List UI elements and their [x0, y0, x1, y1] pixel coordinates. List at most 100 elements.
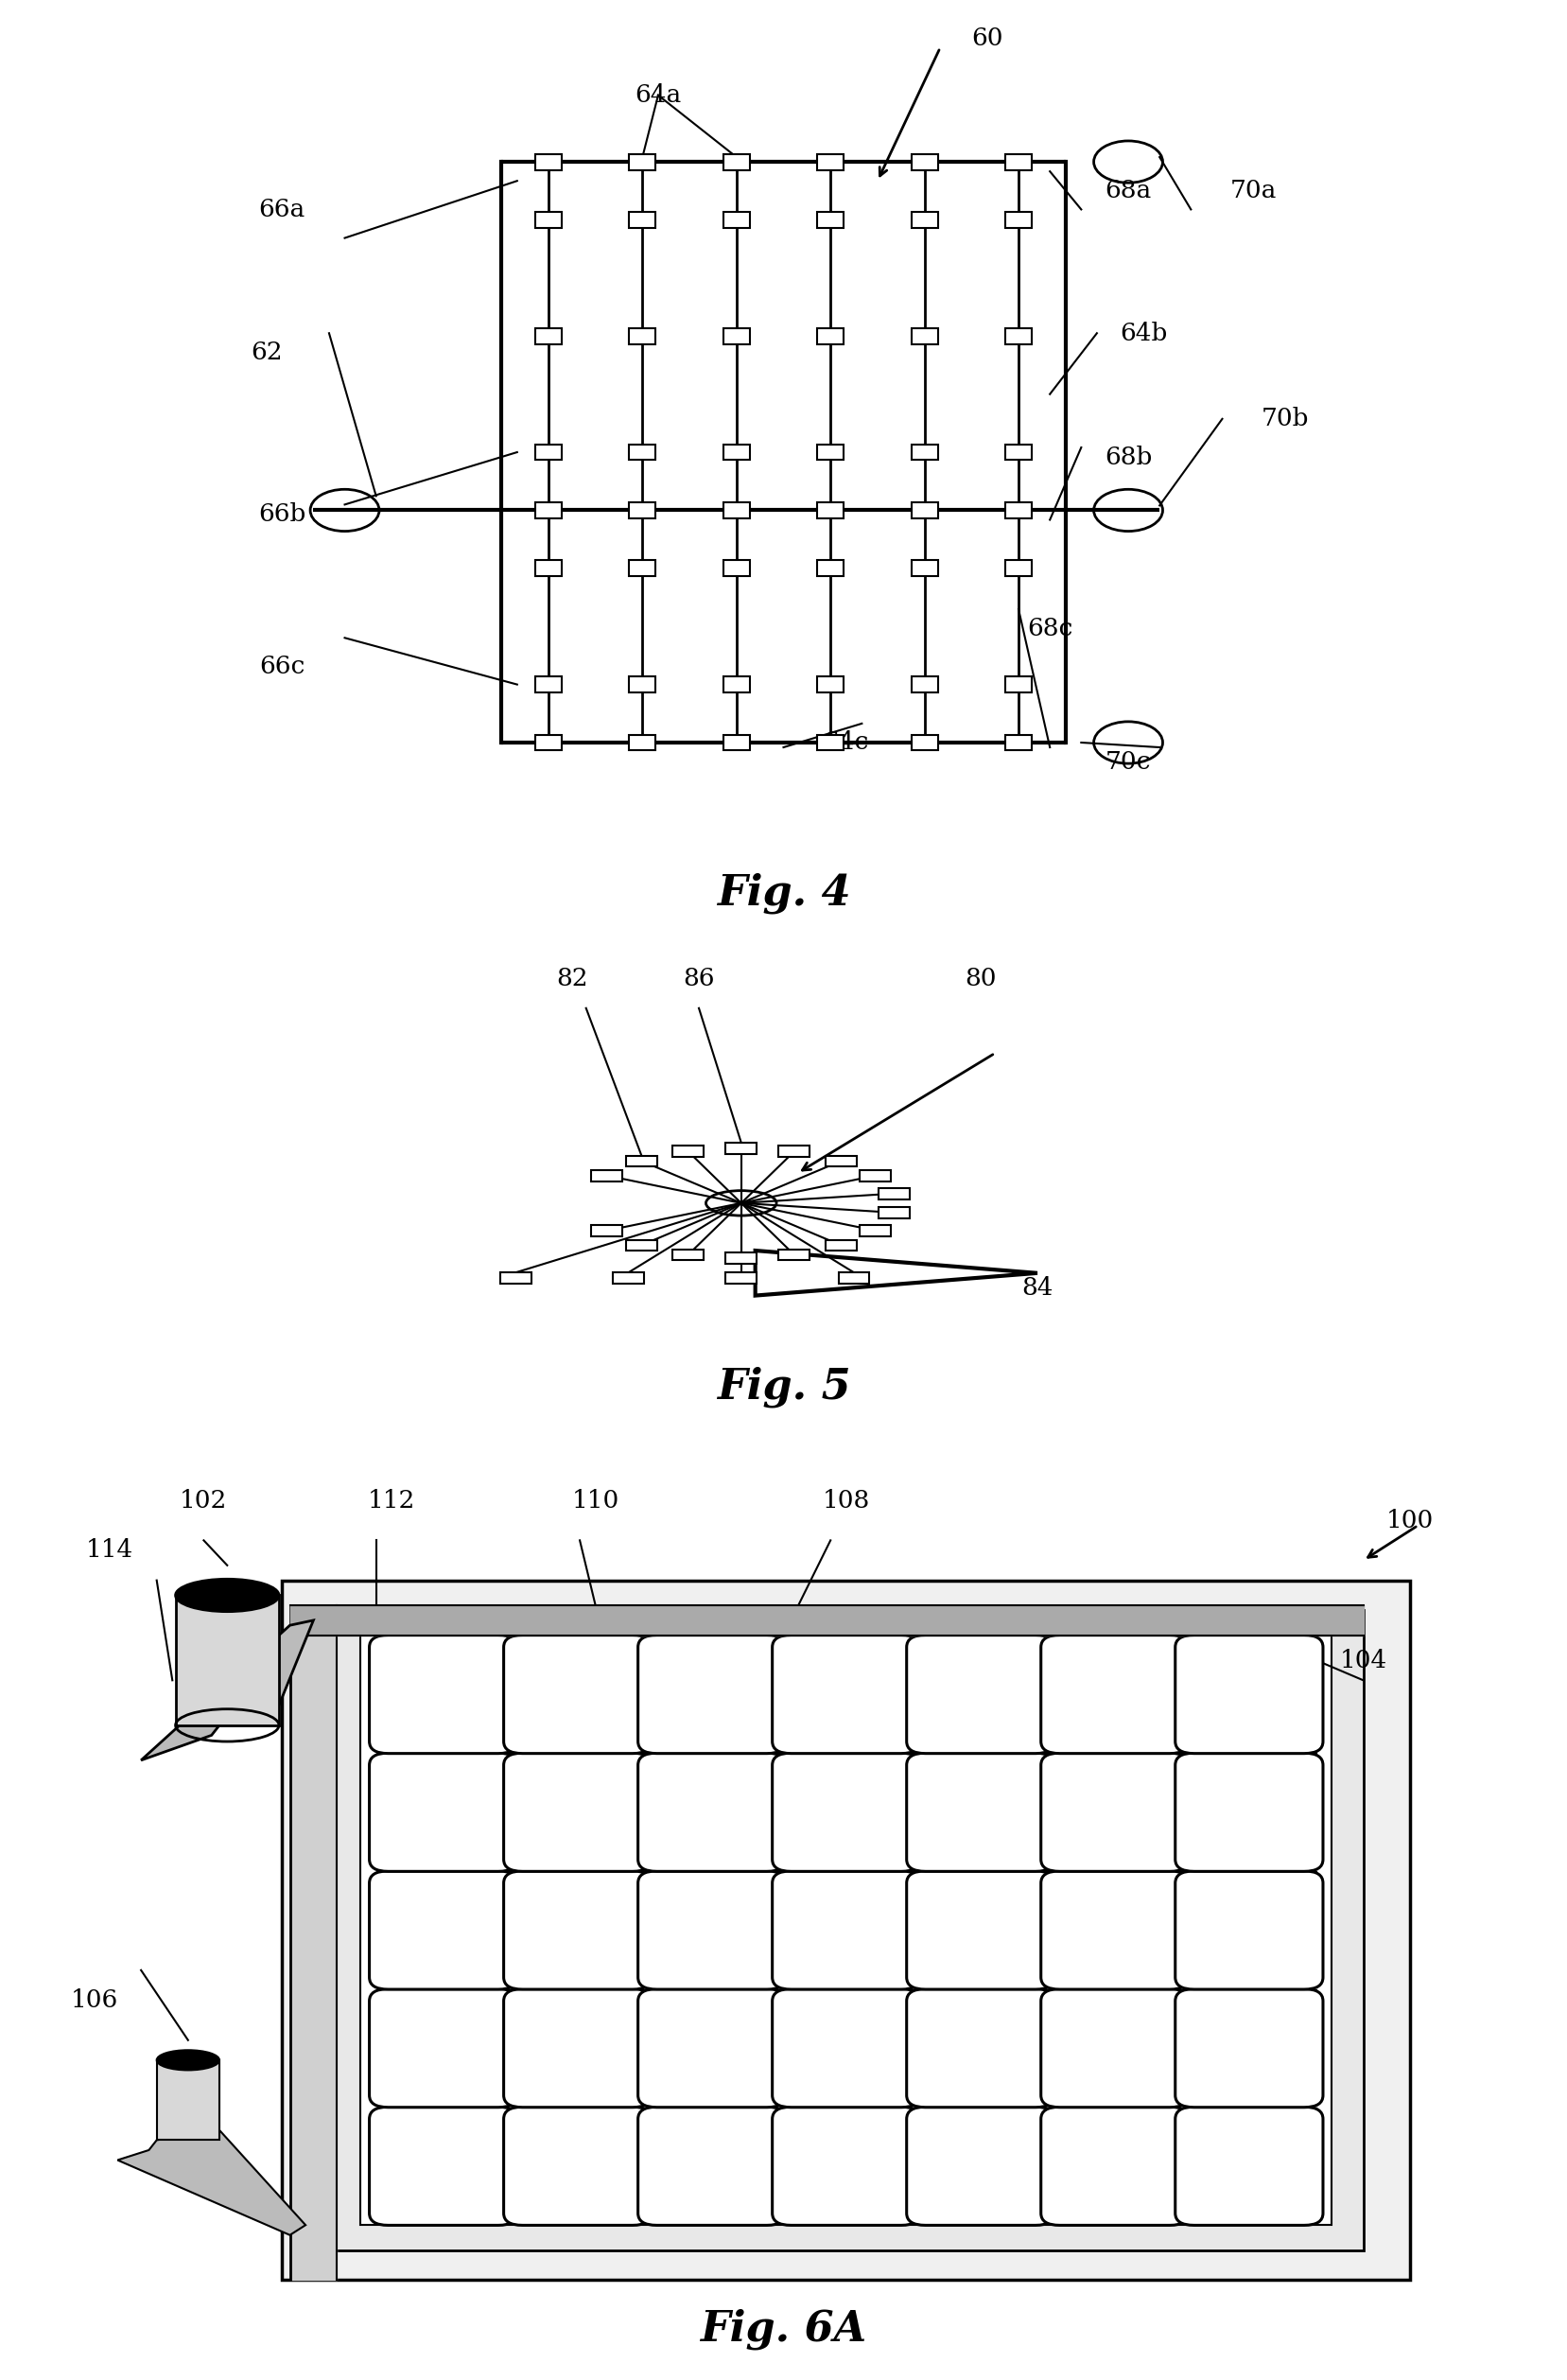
Ellipse shape: [157, 2049, 219, 2071]
Text: 68c: 68c: [1026, 616, 1073, 640]
Bar: [1006, 559, 1031, 576]
FancyBboxPatch shape: [1175, 1990, 1323, 2106]
FancyBboxPatch shape: [638, 2106, 785, 2225]
Bar: [724, 735, 749, 750]
Text: 86: 86: [683, 966, 715, 990]
FancyBboxPatch shape: [907, 2106, 1055, 2225]
Bar: [860, 1171, 892, 1180]
Bar: [630, 559, 655, 576]
Bar: [536, 735, 561, 750]
Text: 64a: 64a: [635, 83, 682, 107]
FancyBboxPatch shape: [1040, 1871, 1189, 1990]
Ellipse shape: [165, 2054, 212, 2068]
Bar: [536, 559, 561, 576]
Bar: [630, 502, 655, 519]
FancyBboxPatch shape: [503, 1871, 652, 1990]
FancyBboxPatch shape: [638, 1871, 785, 1990]
Bar: [818, 155, 843, 169]
Text: 62: 62: [251, 340, 282, 364]
Bar: [536, 328, 561, 345]
FancyBboxPatch shape: [1175, 2106, 1323, 2225]
Text: 66c: 66c: [259, 655, 306, 678]
Bar: [912, 328, 937, 345]
Bar: [724, 502, 749, 519]
Bar: [625, 1154, 657, 1166]
Bar: [630, 676, 655, 693]
Text: 64c: 64c: [823, 731, 870, 754]
Bar: [176, 1595, 279, 1726]
Bar: [724, 676, 749, 693]
FancyBboxPatch shape: [1175, 1754, 1323, 1871]
FancyBboxPatch shape: [370, 1635, 517, 1754]
Bar: [536, 676, 561, 693]
Bar: [818, 445, 843, 459]
Bar: [912, 735, 937, 750]
Text: 70c: 70c: [1105, 750, 1152, 773]
FancyBboxPatch shape: [773, 2106, 920, 2225]
Bar: [726, 1273, 757, 1283]
FancyBboxPatch shape: [773, 1635, 920, 1754]
Bar: [818, 212, 843, 228]
FancyBboxPatch shape: [1175, 1635, 1323, 1754]
Text: Fig. 5: Fig. 5: [716, 1366, 851, 1409]
Text: 106: 106: [71, 1987, 118, 2011]
Bar: [912, 155, 937, 169]
FancyBboxPatch shape: [773, 1990, 920, 2106]
Bar: [1006, 328, 1031, 345]
Bar: [630, 212, 655, 228]
Text: 100: 100: [1387, 1509, 1434, 1533]
Bar: [826, 1154, 857, 1166]
Bar: [536, 502, 561, 519]
Bar: [779, 1145, 810, 1157]
Ellipse shape: [176, 1578, 279, 1611]
FancyBboxPatch shape: [638, 1754, 785, 1871]
Text: 82: 82: [556, 966, 588, 990]
Bar: [630, 445, 655, 459]
Bar: [672, 1145, 704, 1157]
Bar: [630, 735, 655, 750]
Bar: [1006, 155, 1031, 169]
Bar: [591, 1226, 622, 1235]
Bar: [818, 559, 843, 576]
Text: 66b: 66b: [259, 502, 306, 526]
Bar: [1006, 445, 1031, 459]
Bar: [779, 1250, 810, 1261]
FancyBboxPatch shape: [1175, 1871, 1323, 1990]
Text: 104: 104: [1340, 1649, 1387, 1673]
FancyBboxPatch shape: [773, 1871, 920, 1990]
FancyBboxPatch shape: [638, 1990, 785, 2106]
Bar: [724, 559, 749, 576]
FancyBboxPatch shape: [370, 1754, 517, 1871]
Bar: [726, 1252, 757, 1264]
Text: 114: 114: [86, 1537, 133, 1561]
Text: 70a: 70a: [1230, 178, 1277, 202]
Bar: [630, 328, 655, 345]
FancyBboxPatch shape: [907, 1635, 1055, 1754]
Bar: [860, 1226, 892, 1235]
FancyBboxPatch shape: [370, 2106, 517, 2225]
Bar: [625, 1240, 657, 1252]
Text: 80: 80: [965, 966, 997, 990]
Text: 64b: 64b: [1120, 321, 1167, 345]
Text: 60: 60: [972, 26, 1003, 50]
Polygon shape: [329, 1611, 1363, 2249]
Text: 112: 112: [368, 1488, 415, 1511]
Bar: [1006, 502, 1031, 519]
Bar: [818, 735, 843, 750]
Bar: [818, 676, 843, 693]
Text: 70b: 70b: [1261, 407, 1308, 431]
Ellipse shape: [186, 1585, 268, 1607]
Polygon shape: [282, 1580, 1410, 2280]
FancyBboxPatch shape: [370, 1990, 517, 2106]
Text: 68a: 68a: [1105, 178, 1152, 202]
Bar: [724, 155, 749, 169]
FancyBboxPatch shape: [1040, 2106, 1189, 2225]
Bar: [724, 328, 749, 345]
Bar: [1006, 735, 1031, 750]
Bar: [879, 1207, 909, 1219]
Bar: [818, 502, 843, 519]
FancyBboxPatch shape: [1040, 1754, 1189, 1871]
FancyBboxPatch shape: [638, 1635, 785, 1754]
Polygon shape: [360, 1635, 1332, 2225]
Bar: [879, 1188, 909, 1200]
